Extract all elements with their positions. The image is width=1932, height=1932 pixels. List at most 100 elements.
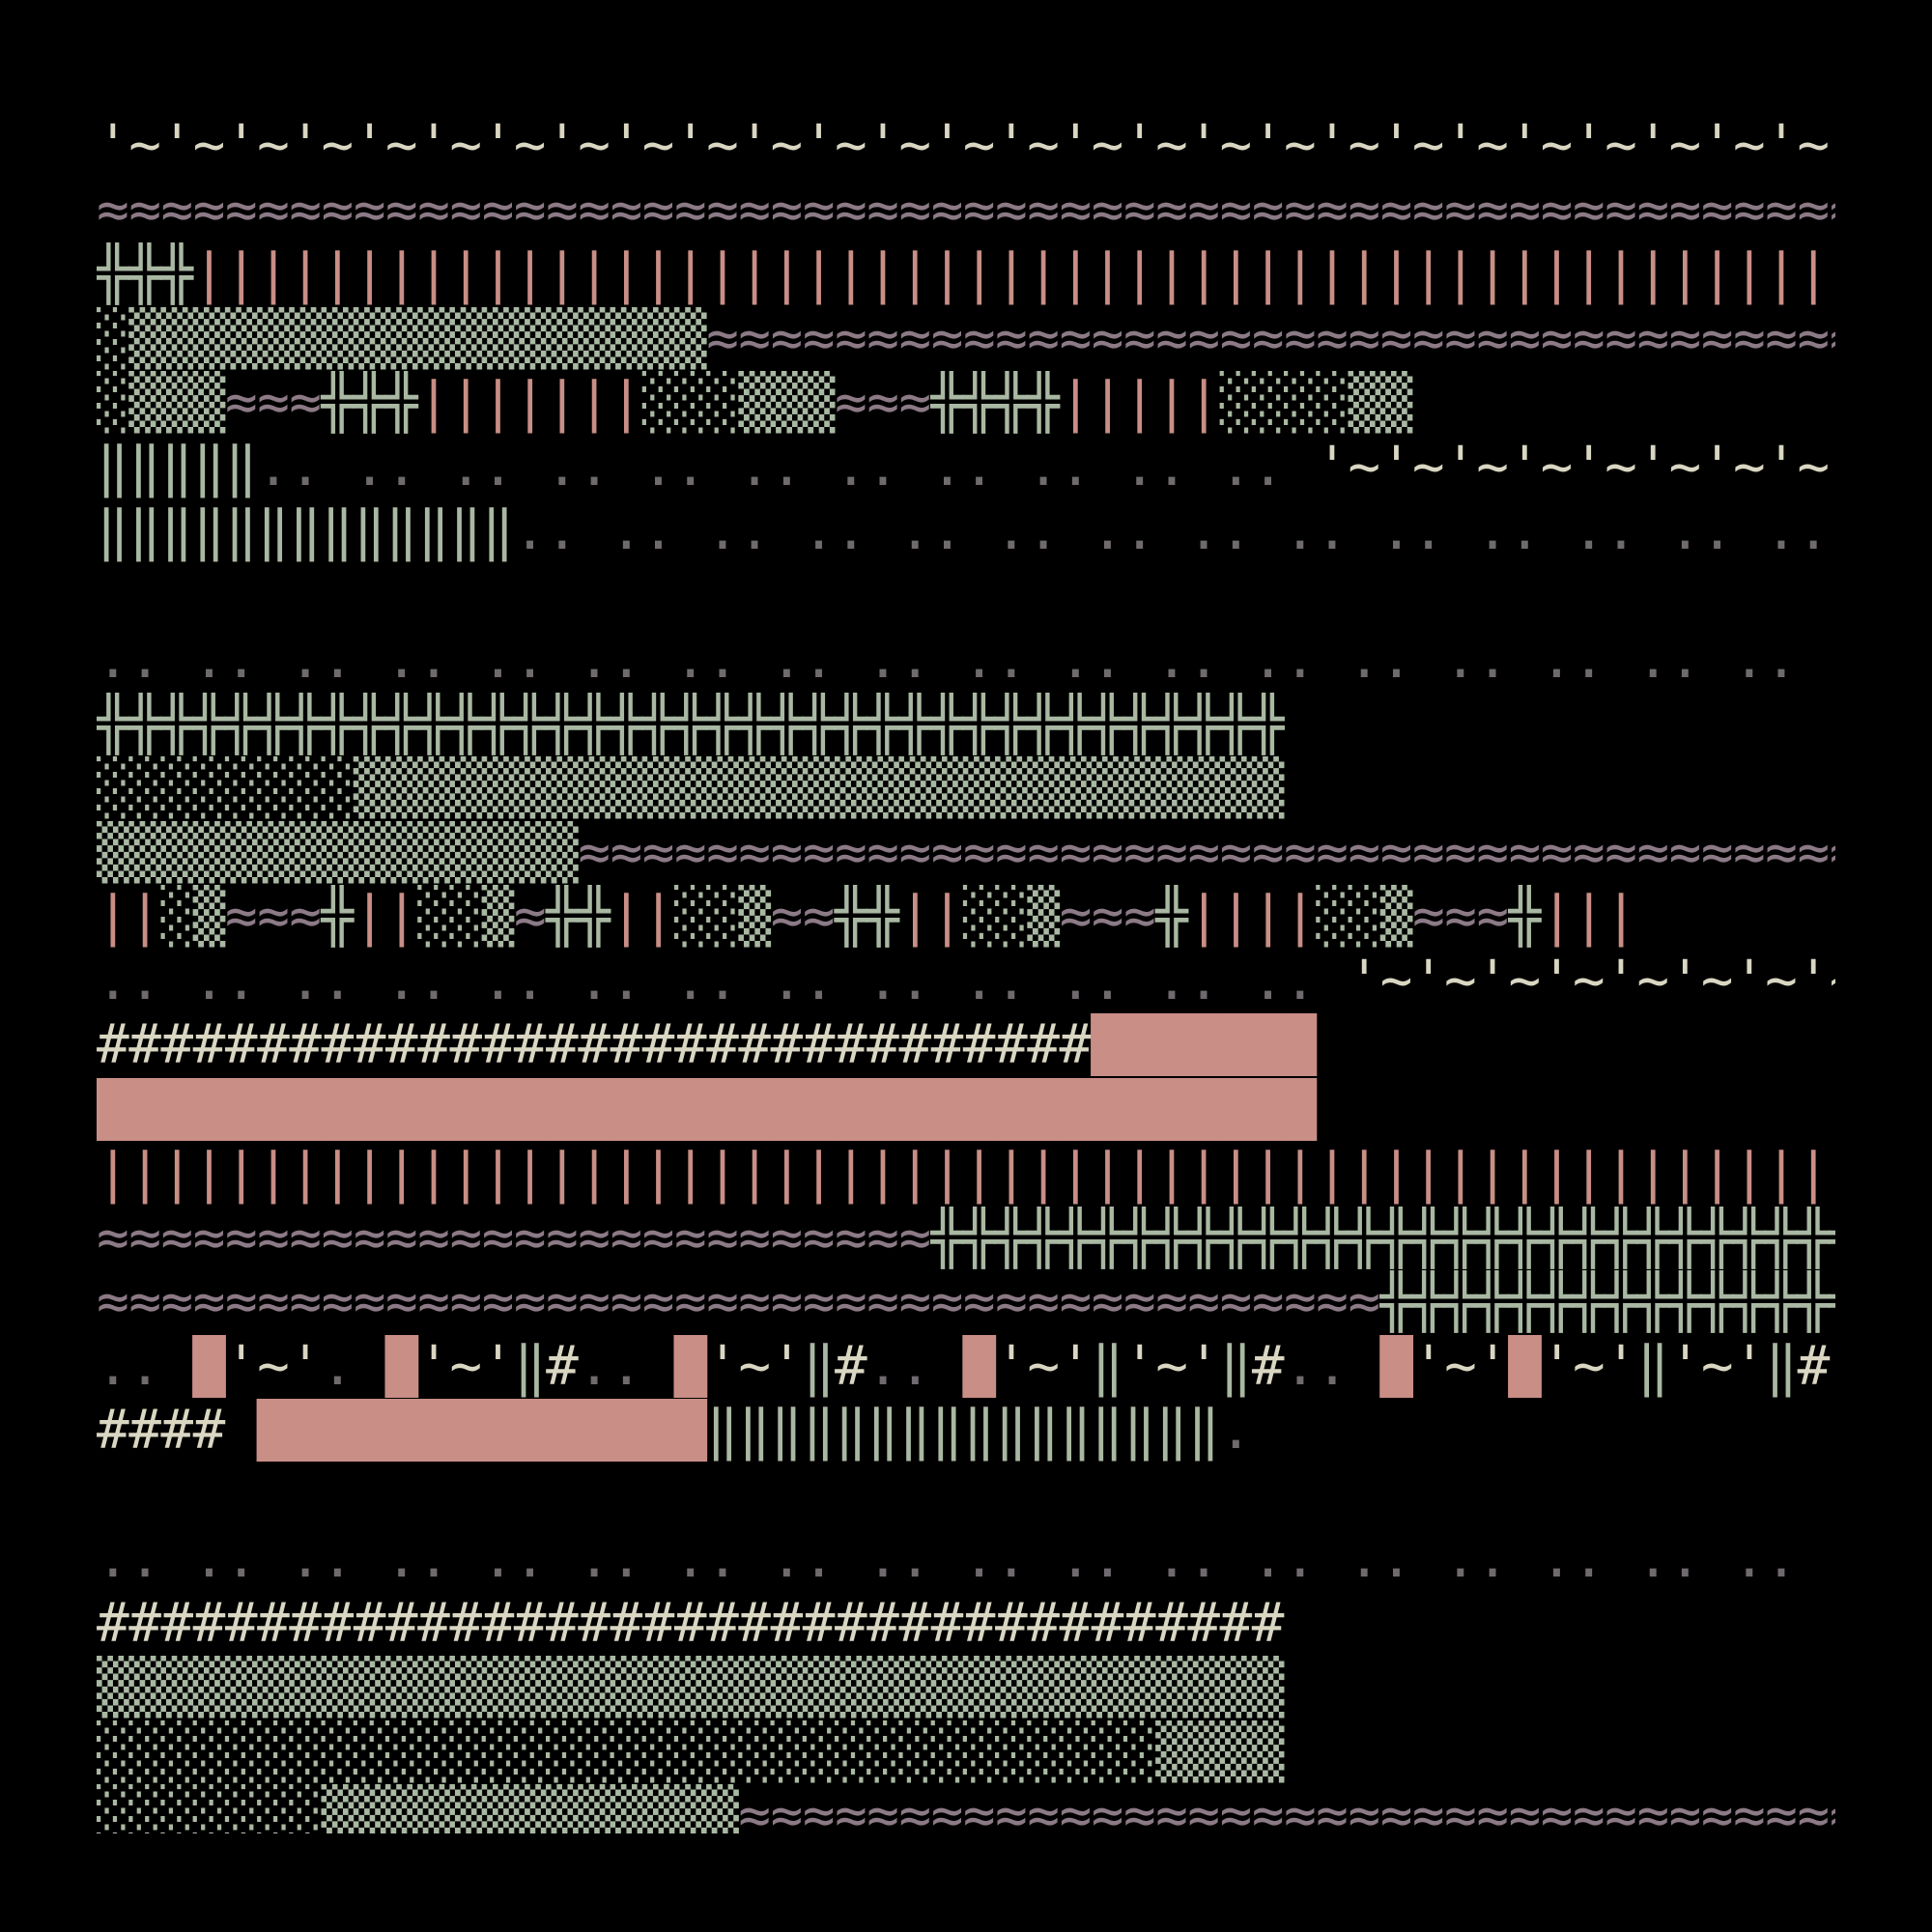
glyph-run: .. .. .. .. .. .. .. .. .. .. .. xyxy=(257,435,1317,498)
glyph-run: ╬╬╬ xyxy=(321,371,418,434)
glyph-run: . xyxy=(321,1334,385,1398)
glyph-run: █ xyxy=(962,1334,996,1398)
glyph-run: ≈≈≈ xyxy=(224,885,322,948)
glyph-run: ‖ xyxy=(1091,1334,1124,1398)
glyph-run: '~'~'~'~'~'~'~'~'~'~'~'~'~'~'~'~'~'~'~'~… xyxy=(1348,949,1835,1012)
glyph-run: ░░▒ xyxy=(962,885,1060,948)
glyph-run: ‖‖‖‖‖ xyxy=(97,435,258,498)
glyph-run: ╬╬╬╬╬╬╬╬╬╬╬╬╬╬╬ xyxy=(1379,1270,1835,1333)
glyph-run: || xyxy=(610,885,675,948)
ascii-row: ‖‖‖‖‖‖‖‖‖‖‖‖‖.. .. .. .. .. .. .. .. .. … xyxy=(97,499,1835,564)
glyph-run: ≈≈ xyxy=(770,885,836,948)
glyph-run: ░░▒ xyxy=(417,885,514,948)
glyph-run: ‖ xyxy=(513,1334,547,1398)
ascii-row xyxy=(97,564,1835,629)
glyph-run: '~' xyxy=(1668,1334,1766,1398)
glyph-run: ╬╬ xyxy=(835,885,899,948)
glyph-run: ░░▒ xyxy=(1316,885,1412,948)
ascii-row: .. .. .. .. .. .. .. .. .. .. .. .. .. .… xyxy=(97,1527,1835,1592)
ascii-row: ░░░░░░░▒▒▒▒▒▒▒▒▒▒▒▒▒≈≈≈≈≈≈≈≈≈≈≈≈≈≈≈≈≈≈≈≈… xyxy=(97,1784,1835,1833)
glyph-run: ╬ xyxy=(1508,885,1542,948)
glyph-run: ≈≈≈≈≈≈≈≈≈≈≈≈≈≈≈≈≈≈≈≈≈≈≈≈≈≈≈≈≈≈≈≈≈≈≈≈≈≈≈≈… xyxy=(578,820,1835,884)
glyph-run: ░░░░░░░▒▒▒▒▒▒▒▒▒▒▒▒▒ xyxy=(97,1784,739,1833)
glyph-run: ≈≈≈≈≈≈≈≈≈≈≈≈≈≈≈≈≈≈≈≈≈≈≈≈≈≈≈≈≈≈≈≈≈≈≈≈≈≈≈≈… xyxy=(706,306,1835,370)
glyph-run: ▒▒▒▒▒▒▒▒▒▒▒▒▒▒▒▒▒▒▒▒▒▒▒▒▒▒▒▒▒▒▒▒▒▒▒▒▒ xyxy=(97,1656,1284,1719)
glyph-run: ╬ xyxy=(1155,885,1188,948)
glyph-run: ░░░▒▒▒ xyxy=(641,371,836,434)
glyph-run: ███████ xyxy=(1091,1013,1317,1076)
ascii-row: .. .. .. .. .. .. .. .. .. .. .. .. .. .… xyxy=(97,628,1835,693)
glyph-run: .. xyxy=(1284,1334,1380,1398)
ascii-row: ░▒▒▒▒▒▒▒▒▒▒▒▒▒▒▒▒▒▒≈≈≈≈≈≈≈≈≈≈≈≈≈≈≈≈≈≈≈≈≈… xyxy=(97,307,1835,372)
ascii-row: .. █'~'. █'~'‖#.. █'~'‖#.. █'~'‖'~'‖#.. … xyxy=(97,1335,1835,1400)
ascii-row: ##################################### xyxy=(97,1592,1835,1657)
glyph-run: ╬╬╬ xyxy=(97,242,193,305)
glyph-run: .. xyxy=(578,1334,674,1398)
glyph-run: .. .. .. .. .. .. .. .. .. .. .. .. .. .… xyxy=(97,1527,1835,1590)
glyph-run: # xyxy=(1251,1334,1285,1398)
ascii-row: '~'~'~'~'~'~'~'~'~'~'~'~'~'~'~'~'~'~'~'~… xyxy=(97,114,1835,179)
glyph-run: || xyxy=(353,885,418,948)
ascii-row: #### ██████████████‖‖‖‖‖‖‖‖‖‖‖‖‖‖‖‖. xyxy=(97,1399,1835,1463)
glyph-run: .. xyxy=(867,1334,963,1398)
glyph-run: .. xyxy=(97,1334,193,1398)
glyph-run: ############################### xyxy=(97,1013,1092,1076)
ascii-row: ░░░░░░░░▒▒▒▒▒▒▒▒▒▒▒▒▒▒▒▒▒▒▒▒▒▒▒▒▒▒▒▒▒ xyxy=(97,756,1835,821)
glyph-run: ‖ xyxy=(802,1334,836,1398)
glyph-run: || xyxy=(898,885,963,948)
glyph-run: ≈ xyxy=(513,885,547,948)
ascii-row: ██████████████████████████████████████ xyxy=(97,1078,1835,1143)
glyph-run: ||||||||||||||||||||||||||||||||||||||||… xyxy=(192,242,1835,305)
glyph-run: █ xyxy=(1379,1334,1413,1398)
glyph-run: ≈≈≈ xyxy=(1059,885,1156,948)
glyph-run: ≈≈≈≈≈≈≈≈≈≈≈≈≈≈≈≈≈≈≈≈≈≈≈≈≈≈≈≈≈≈≈≈≈≈≈≈≈≈≈≈… xyxy=(738,1784,1835,1833)
ascii-row: ###############################███████ xyxy=(97,1013,1835,1078)
glyph-run: █ xyxy=(1508,1334,1542,1398)
ascii-row: ░░░░░░░░░░░░░░░░░░░░░░░░░░░░░░░░░▒▒▒▒ xyxy=(97,1720,1835,1785)
ascii-row: ≈≈≈≈≈≈≈≈≈≈≈≈≈≈≈≈≈≈≈≈≈≈≈≈≈≈≈≈≈≈≈≈≈≈≈≈≈≈≈≈… xyxy=(97,179,1835,243)
ascii-art-canvas: '~'~'~'~'~'~'~'~'~'~'~'~'~'~'~'~'~'~'~'~… xyxy=(97,114,1835,1833)
ascii-row: ╬╬╬╬╬╬╬╬╬╬╬╬╬╬╬╬╬╬╬╬╬╬╬╬╬╬╬╬╬╬╬╬╬╬╬╬╬ xyxy=(97,693,1835,757)
ascii-row: ||||||||||||||||||||||||||||||||||||||||… xyxy=(97,1142,1835,1207)
ascii-row: .. .. .. .. .. .. .. .. .. .. .. .. .. '… xyxy=(97,950,1835,1014)
glyph-run: ░▒ xyxy=(160,885,225,948)
ascii-row: ||░▒≈≈≈╬||░░▒≈╬╬||░░▒≈≈╬╬||░░▒≈≈≈╬||||░░… xyxy=(97,885,1835,950)
ascii-row xyxy=(97,1463,1835,1528)
glyph-run: '~'~'~'~'~'~'~'~'~'~'~'~'~'~'~'~'~'~'~'~… xyxy=(97,114,1835,177)
glyph-run: #### xyxy=(97,1399,225,1462)
ascii-row: ▒▒▒▒▒▒▒▒▒▒▒▒▒▒▒≈≈≈≈≈≈≈≈≈≈≈≈≈≈≈≈≈≈≈≈≈≈≈≈≈… xyxy=(97,821,1835,886)
glyph-run: . xyxy=(1219,1399,1253,1462)
glyph-run: ╬╬╬╬╬╬╬╬╬╬╬╬╬╬╬╬╬╬╬╬╬╬╬╬╬╬╬╬╬╬╬╬╬╬╬╬╬ xyxy=(97,692,1284,755)
ascii-row: ▒▒▒▒▒▒▒▒▒▒▒▒▒▒▒▒▒▒▒▒▒▒▒▒▒▒▒▒▒▒▒▒▒▒▒▒▒ xyxy=(97,1656,1835,1720)
glyph-run: ≈≈≈ xyxy=(834,371,931,434)
glyph-run: ░░░░░░░░▒▒▒▒▒▒▒▒▒▒▒▒▒▒▒▒▒▒▒▒▒▒▒▒▒▒▒▒▒ xyxy=(97,756,1284,819)
glyph-run: # xyxy=(546,1334,579,1398)
glyph-run: ||||||| xyxy=(417,371,642,434)
glyph-run: ≈≈≈ xyxy=(224,371,322,434)
glyph-run: ░░░░▒▒ xyxy=(1219,371,1413,434)
glyph-run xyxy=(225,1399,257,1462)
glyph-run: ≈≈≈ xyxy=(1411,885,1509,948)
glyph-run: ‖‖‖‖‖‖‖‖‖‖‖‖‖‖‖‖ xyxy=(706,1399,1220,1462)
glyph-run: ╬ xyxy=(321,885,355,948)
glyph-run: # xyxy=(835,1334,867,1398)
glyph-run: █ xyxy=(384,1334,418,1398)
glyph-run: '~' xyxy=(1123,1334,1220,1398)
glyph-run: '~' xyxy=(1411,1334,1509,1398)
glyph-run: ‖ xyxy=(1636,1334,1670,1398)
glyph-run: '~'~'~'~'~'~'~'~'~'~'~'~'~'~'~'~'~'~'~'~… xyxy=(1316,435,1835,498)
glyph-run: ╬╬ xyxy=(546,885,611,948)
glyph-run: ||| xyxy=(1540,885,1637,948)
glyph-run: # xyxy=(1797,1334,1831,1398)
ascii-row: ≈≈≈≈≈≈≈≈≈≈≈≈≈≈≈≈≈≈≈≈≈≈≈≈≈≈≈≈≈≈≈≈≈≈≈≈≈≈≈≈… xyxy=(97,1270,1835,1335)
ascii-row: ‖‖‖‖‖.. .. .. .. .. .. .. .. .. .. .. '~… xyxy=(97,436,1835,500)
glyph-run: ░▒▒▒▒▒▒▒▒▒▒▒▒▒▒▒▒▒▒ xyxy=(97,306,707,370)
glyph-run: ╬╬╬╬╬╬╬╬╬╬╬╬╬╬╬╬╬╬╬╬╬╬╬╬╬╬╬╬╬╬ xyxy=(930,1206,1835,1269)
glyph-run: '~' xyxy=(224,1334,322,1398)
glyph-run: ╬╬╬╬ xyxy=(930,371,1060,434)
glyph-run: .. .. .. .. .. .. .. .. .. .. .. .. .. .… xyxy=(513,499,1830,562)
ascii-row: ≈≈≈≈≈≈≈≈≈≈≈≈≈≈≈≈≈≈≈≈≈≈≈≈≈≈╬╬╬╬╬╬╬╬╬╬╬╬╬╬… xyxy=(97,1207,1835,1271)
glyph-run: '~' xyxy=(417,1334,514,1398)
glyph-run: ##################################### xyxy=(97,1591,1284,1655)
glyph-run: .. xyxy=(1830,1335,1835,1398)
